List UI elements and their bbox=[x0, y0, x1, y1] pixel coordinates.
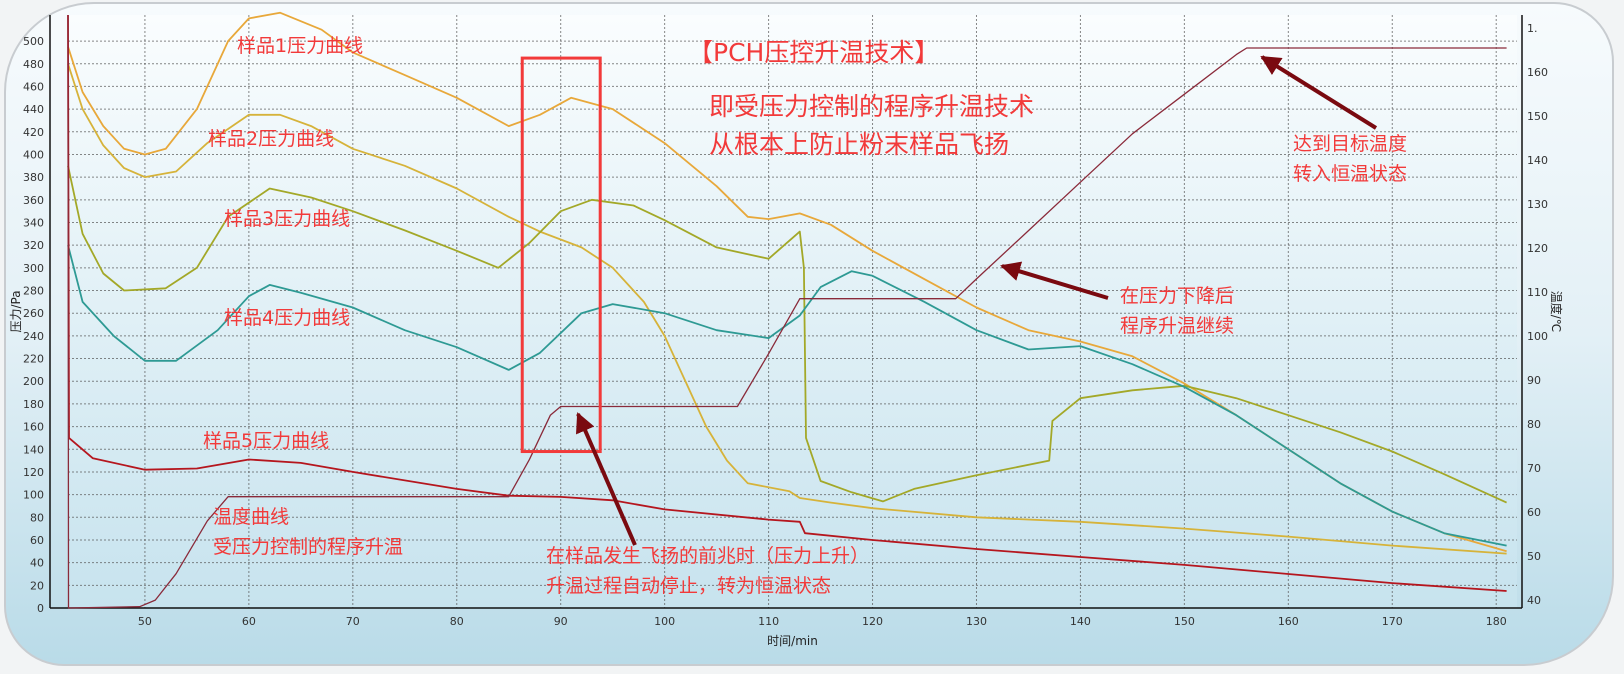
y-tick-label: 80 bbox=[30, 511, 44, 524]
y2-tick-label: 90 bbox=[1527, 374, 1541, 387]
y2-tick-label: 60 bbox=[1527, 506, 1541, 519]
y2-tick-label-top: 1. bbox=[1527, 22, 1538, 35]
y-tick-label: 0 bbox=[37, 602, 44, 615]
highlight-box bbox=[520, 56, 602, 454]
y-tick-label: 40 bbox=[30, 557, 44, 570]
y-tick-label: 400 bbox=[23, 148, 44, 161]
y-tick-label: 360 bbox=[23, 194, 44, 207]
x-tick-label: 50 bbox=[138, 615, 152, 628]
target-note-line1: 达到目标温度 bbox=[1293, 133, 1408, 155]
series-line-6 bbox=[67, 14, 1507, 609]
y-tick-label: 500 bbox=[23, 35, 44, 48]
y-tick-label: 460 bbox=[23, 80, 44, 93]
y-tick-label: 120 bbox=[23, 466, 44, 479]
y2-tick-label: 130 bbox=[1527, 198, 1548, 211]
y-tick-label: 220 bbox=[23, 353, 44, 366]
resume-note-line2: 程序升温继续 bbox=[1120, 315, 1235, 337]
y2-tick-label: 100 bbox=[1527, 330, 1548, 343]
label-sample5: 样品5压力曲线 bbox=[203, 430, 330, 452]
x-tick-label: 110 bbox=[758, 615, 779, 628]
x-tick-label: 90 bbox=[554, 615, 568, 628]
y-tick-label: 240 bbox=[23, 330, 44, 343]
annotation-arrow bbox=[1000, 261, 1109, 300]
y-tick-label: 260 bbox=[23, 307, 44, 320]
y-tick-label: 200 bbox=[23, 375, 44, 388]
y2-tick-label: 70 bbox=[1527, 462, 1541, 475]
x-tick-label: 140 bbox=[1070, 615, 1091, 628]
annotation-arrow bbox=[1260, 55, 1378, 130]
series-line-3 bbox=[67, 165, 1507, 504]
x-tick-label: 160 bbox=[1278, 615, 1299, 628]
x-tick-label: 150 bbox=[1174, 615, 1195, 628]
y-tick-label: 160 bbox=[23, 421, 44, 434]
label-sample2: 样品2压力曲线 bbox=[208, 128, 335, 150]
stop-note-line2: 升温过程自动停止，转为恒温状态 bbox=[546, 575, 832, 597]
y2-tick-label: 150 bbox=[1527, 110, 1548, 123]
annotation-arrow bbox=[576, 412, 637, 546]
label-sample3: 样品3压力曲线 bbox=[224, 208, 351, 230]
y2-tick-label: 160 bbox=[1527, 66, 1548, 79]
x-tick-label: 170 bbox=[1382, 615, 1403, 628]
series-line-1 bbox=[67, 11, 1507, 553]
label-temp-desc: 受压力控制的程序升温 bbox=[213, 536, 404, 558]
x-axis-label: 时间/min bbox=[767, 634, 818, 648]
y2-tick-label: 140 bbox=[1527, 154, 1548, 167]
y2-tick-label: 120 bbox=[1527, 242, 1548, 255]
chart-title: 【PCH压控升温技术】 bbox=[688, 38, 940, 67]
series-line-4 bbox=[67, 244, 1507, 547]
x-tick-label: 180 bbox=[1486, 615, 1507, 628]
x-tick-label: 120 bbox=[862, 615, 883, 628]
y-tick-label: 380 bbox=[23, 171, 44, 184]
y-axis-label: 压力/Pa bbox=[9, 290, 23, 332]
y-tick-label: 300 bbox=[23, 262, 44, 275]
y2-tick-label: 110 bbox=[1527, 286, 1548, 299]
y-tick-label: 440 bbox=[23, 103, 44, 116]
y-tick-label: 480 bbox=[23, 58, 44, 71]
y2-axis-label: 温度/℃ bbox=[1549, 291, 1564, 333]
series-line-2 bbox=[67, 63, 1507, 555]
y2-tick-label: 80 bbox=[1527, 418, 1541, 431]
x-tick-label: 70 bbox=[346, 615, 360, 628]
x-tick-label: 130 bbox=[966, 615, 987, 628]
y-tick-label: 60 bbox=[30, 534, 44, 547]
target-note-line2: 转入恒温状态 bbox=[1293, 163, 1408, 185]
x-tick-label: 60 bbox=[242, 615, 256, 628]
y-tick-label: 320 bbox=[23, 239, 44, 252]
y2-tick-label: 50 bbox=[1527, 550, 1541, 563]
stop-note-line1: 在样品发生飞扬的前兆时（压力上升） bbox=[546, 545, 870, 567]
y-tick-label: 280 bbox=[23, 285, 44, 298]
label-temp-curve: 温度曲线 bbox=[213, 506, 290, 528]
y-tick-label: 20 bbox=[30, 579, 44, 592]
x-tick-label: 100 bbox=[654, 615, 675, 628]
y2-tick-label: 40 bbox=[1527, 594, 1541, 607]
label-sample4: 样品4压力曲线 bbox=[224, 307, 351, 329]
y-tick-label: 100 bbox=[23, 489, 44, 502]
resume-note-line1: 在压力下降后 bbox=[1120, 285, 1235, 307]
x-tick-label: 80 bbox=[450, 615, 464, 628]
label-sample1: 样品1压力曲线 bbox=[237, 35, 364, 57]
y-tick-label: 140 bbox=[23, 443, 44, 456]
series-line-5 bbox=[67, 14, 1507, 592]
y-tick-label: 180 bbox=[23, 398, 44, 411]
subtitle-line1: 即受压力控制的程序升温技术 bbox=[709, 92, 1035, 121]
y-tick-label: 340 bbox=[23, 216, 44, 229]
subtitle-line2: 从根本上防止粉末样品飞扬 bbox=[709, 130, 1010, 159]
y-tick-label: 420 bbox=[23, 126, 44, 139]
